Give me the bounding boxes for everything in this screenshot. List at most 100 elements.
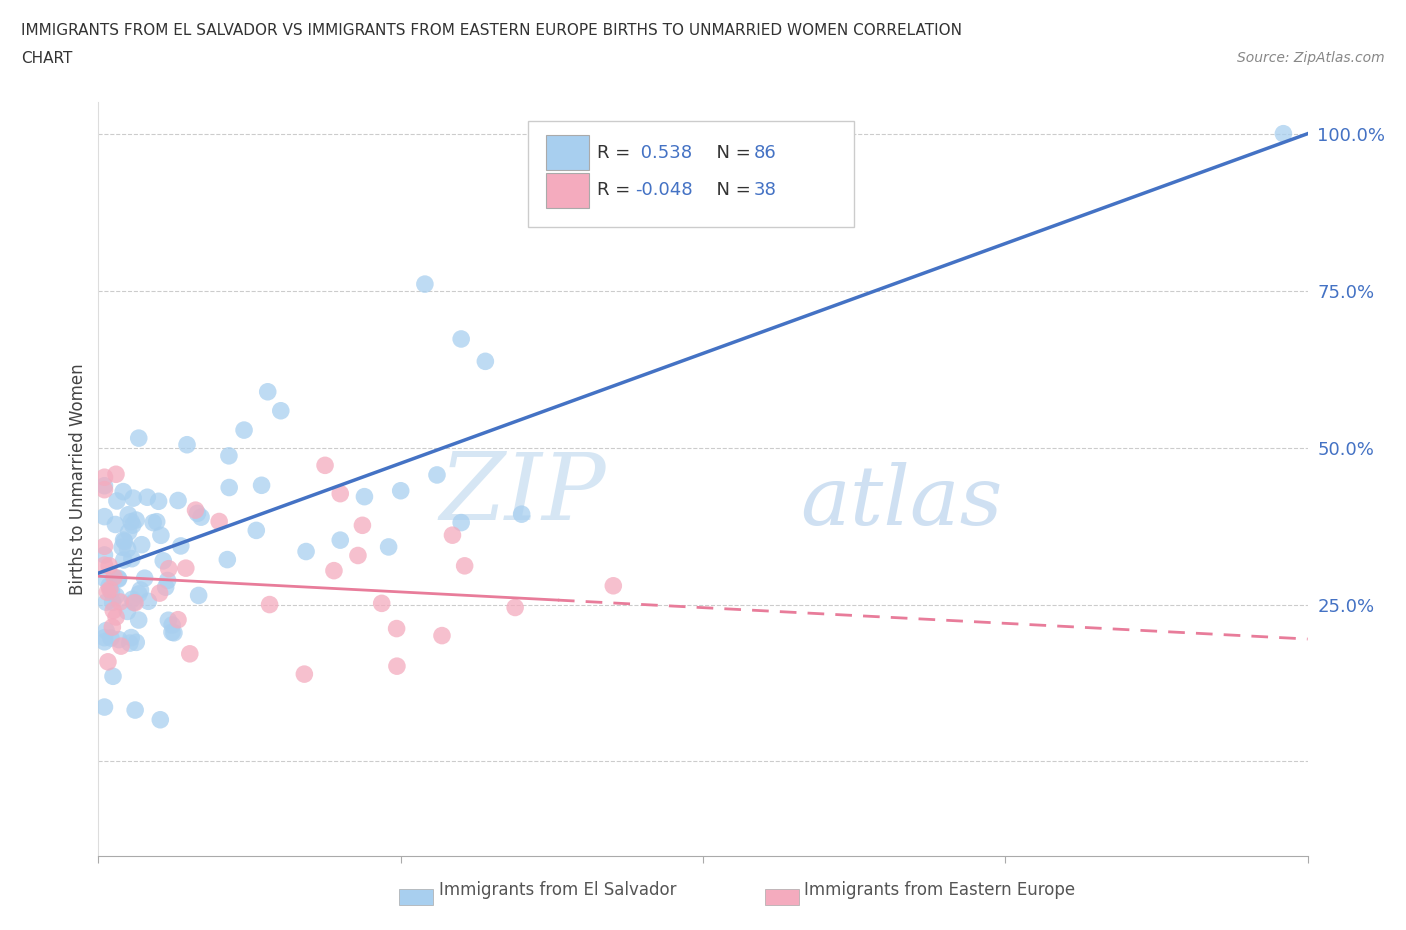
- Text: Immigrants from Eastern Europe: Immigrants from Eastern Europe: [804, 881, 1076, 899]
- Point: [156, 573, 179, 588]
- Point: [187, 588, 209, 603]
- Point: [98, 582, 121, 597]
- FancyBboxPatch shape: [527, 121, 855, 227]
- Point: [184, 503, 207, 518]
- Point: [111, 539, 134, 554]
- Text: Immigrants from El Salvador: Immigrants from El Salvador: [439, 881, 676, 899]
- Text: Source: ZipAtlas.com: Source: ZipAtlas.com: [1237, 51, 1385, 65]
- Point: [1272, 126, 1295, 141]
- Point: [136, 490, 159, 505]
- Point: [218, 480, 240, 495]
- Point: [352, 518, 374, 533]
- Point: [167, 612, 190, 627]
- Point: [101, 669, 124, 684]
- Point: [292, 667, 315, 682]
- Point: [314, 458, 336, 472]
- Point: [118, 636, 141, 651]
- Text: 86: 86: [754, 144, 776, 162]
- Point: [121, 591, 143, 606]
- Point: [105, 589, 128, 604]
- Text: N =: N =: [706, 144, 756, 162]
- Text: R =: R =: [596, 144, 636, 162]
- Point: [245, 523, 267, 538]
- Text: -0.048: -0.048: [636, 181, 693, 199]
- Point: [450, 515, 472, 530]
- Point: [101, 595, 124, 610]
- Point: [441, 527, 464, 542]
- Point: [93, 631, 115, 645]
- Point: [103, 570, 125, 585]
- Point: [503, 600, 526, 615]
- Point: [124, 702, 146, 717]
- Point: [118, 525, 141, 539]
- Point: [93, 699, 115, 714]
- Point: [250, 478, 273, 493]
- Point: [430, 628, 453, 643]
- Point: [170, 538, 193, 553]
- Point: [176, 437, 198, 452]
- Text: N =: N =: [706, 181, 756, 199]
- Point: [453, 558, 475, 573]
- Point: [129, 582, 152, 597]
- Point: [329, 486, 352, 501]
- Point: [270, 404, 292, 418]
- Point: [295, 544, 318, 559]
- Point: [377, 539, 399, 554]
- Point: [233, 422, 256, 437]
- Point: [163, 625, 186, 640]
- Point: [96, 595, 118, 610]
- Text: CHART: CHART: [21, 51, 73, 66]
- Point: [93, 571, 115, 586]
- Point: [120, 514, 142, 529]
- Point: [105, 494, 128, 509]
- Point: [190, 510, 212, 525]
- Point: [323, 564, 346, 578]
- Point: [142, 515, 165, 530]
- Point: [149, 528, 172, 543]
- Point: [602, 578, 624, 593]
- Point: [93, 478, 115, 493]
- Point: [120, 631, 142, 645]
- Point: [117, 604, 139, 618]
- Point: [93, 548, 115, 563]
- Point: [112, 552, 135, 567]
- Point: [186, 506, 208, 521]
- Point: [353, 489, 375, 504]
- Text: R =: R =: [596, 181, 636, 199]
- Point: [160, 618, 183, 632]
- Point: [112, 533, 135, 548]
- Point: [100, 584, 122, 599]
- Point: [259, 597, 281, 612]
- Point: [104, 517, 127, 532]
- Point: [217, 552, 239, 567]
- Point: [413, 276, 436, 291]
- Point: [93, 510, 115, 525]
- Point: [110, 639, 132, 654]
- Point: [107, 572, 129, 587]
- Point: [160, 625, 183, 640]
- Point: [93, 558, 115, 573]
- Text: 38: 38: [754, 181, 776, 199]
- Point: [128, 613, 150, 628]
- Point: [96, 585, 118, 600]
- Point: [128, 431, 150, 445]
- Point: [152, 553, 174, 568]
- Point: [93, 538, 115, 553]
- Point: [167, 493, 190, 508]
- Point: [138, 594, 160, 609]
- Point: [124, 595, 146, 610]
- Point: [97, 655, 120, 670]
- Point: [107, 571, 129, 586]
- Point: [93, 634, 115, 649]
- Point: [218, 448, 240, 463]
- Point: [108, 632, 131, 647]
- Text: ZIP: ZIP: [440, 449, 606, 539]
- Point: [125, 512, 148, 527]
- Point: [121, 518, 143, 533]
- Point: [105, 609, 128, 624]
- Point: [104, 467, 127, 482]
- Point: [389, 484, 412, 498]
- Point: [149, 586, 172, 601]
- Point: [112, 485, 135, 499]
- Point: [510, 507, 533, 522]
